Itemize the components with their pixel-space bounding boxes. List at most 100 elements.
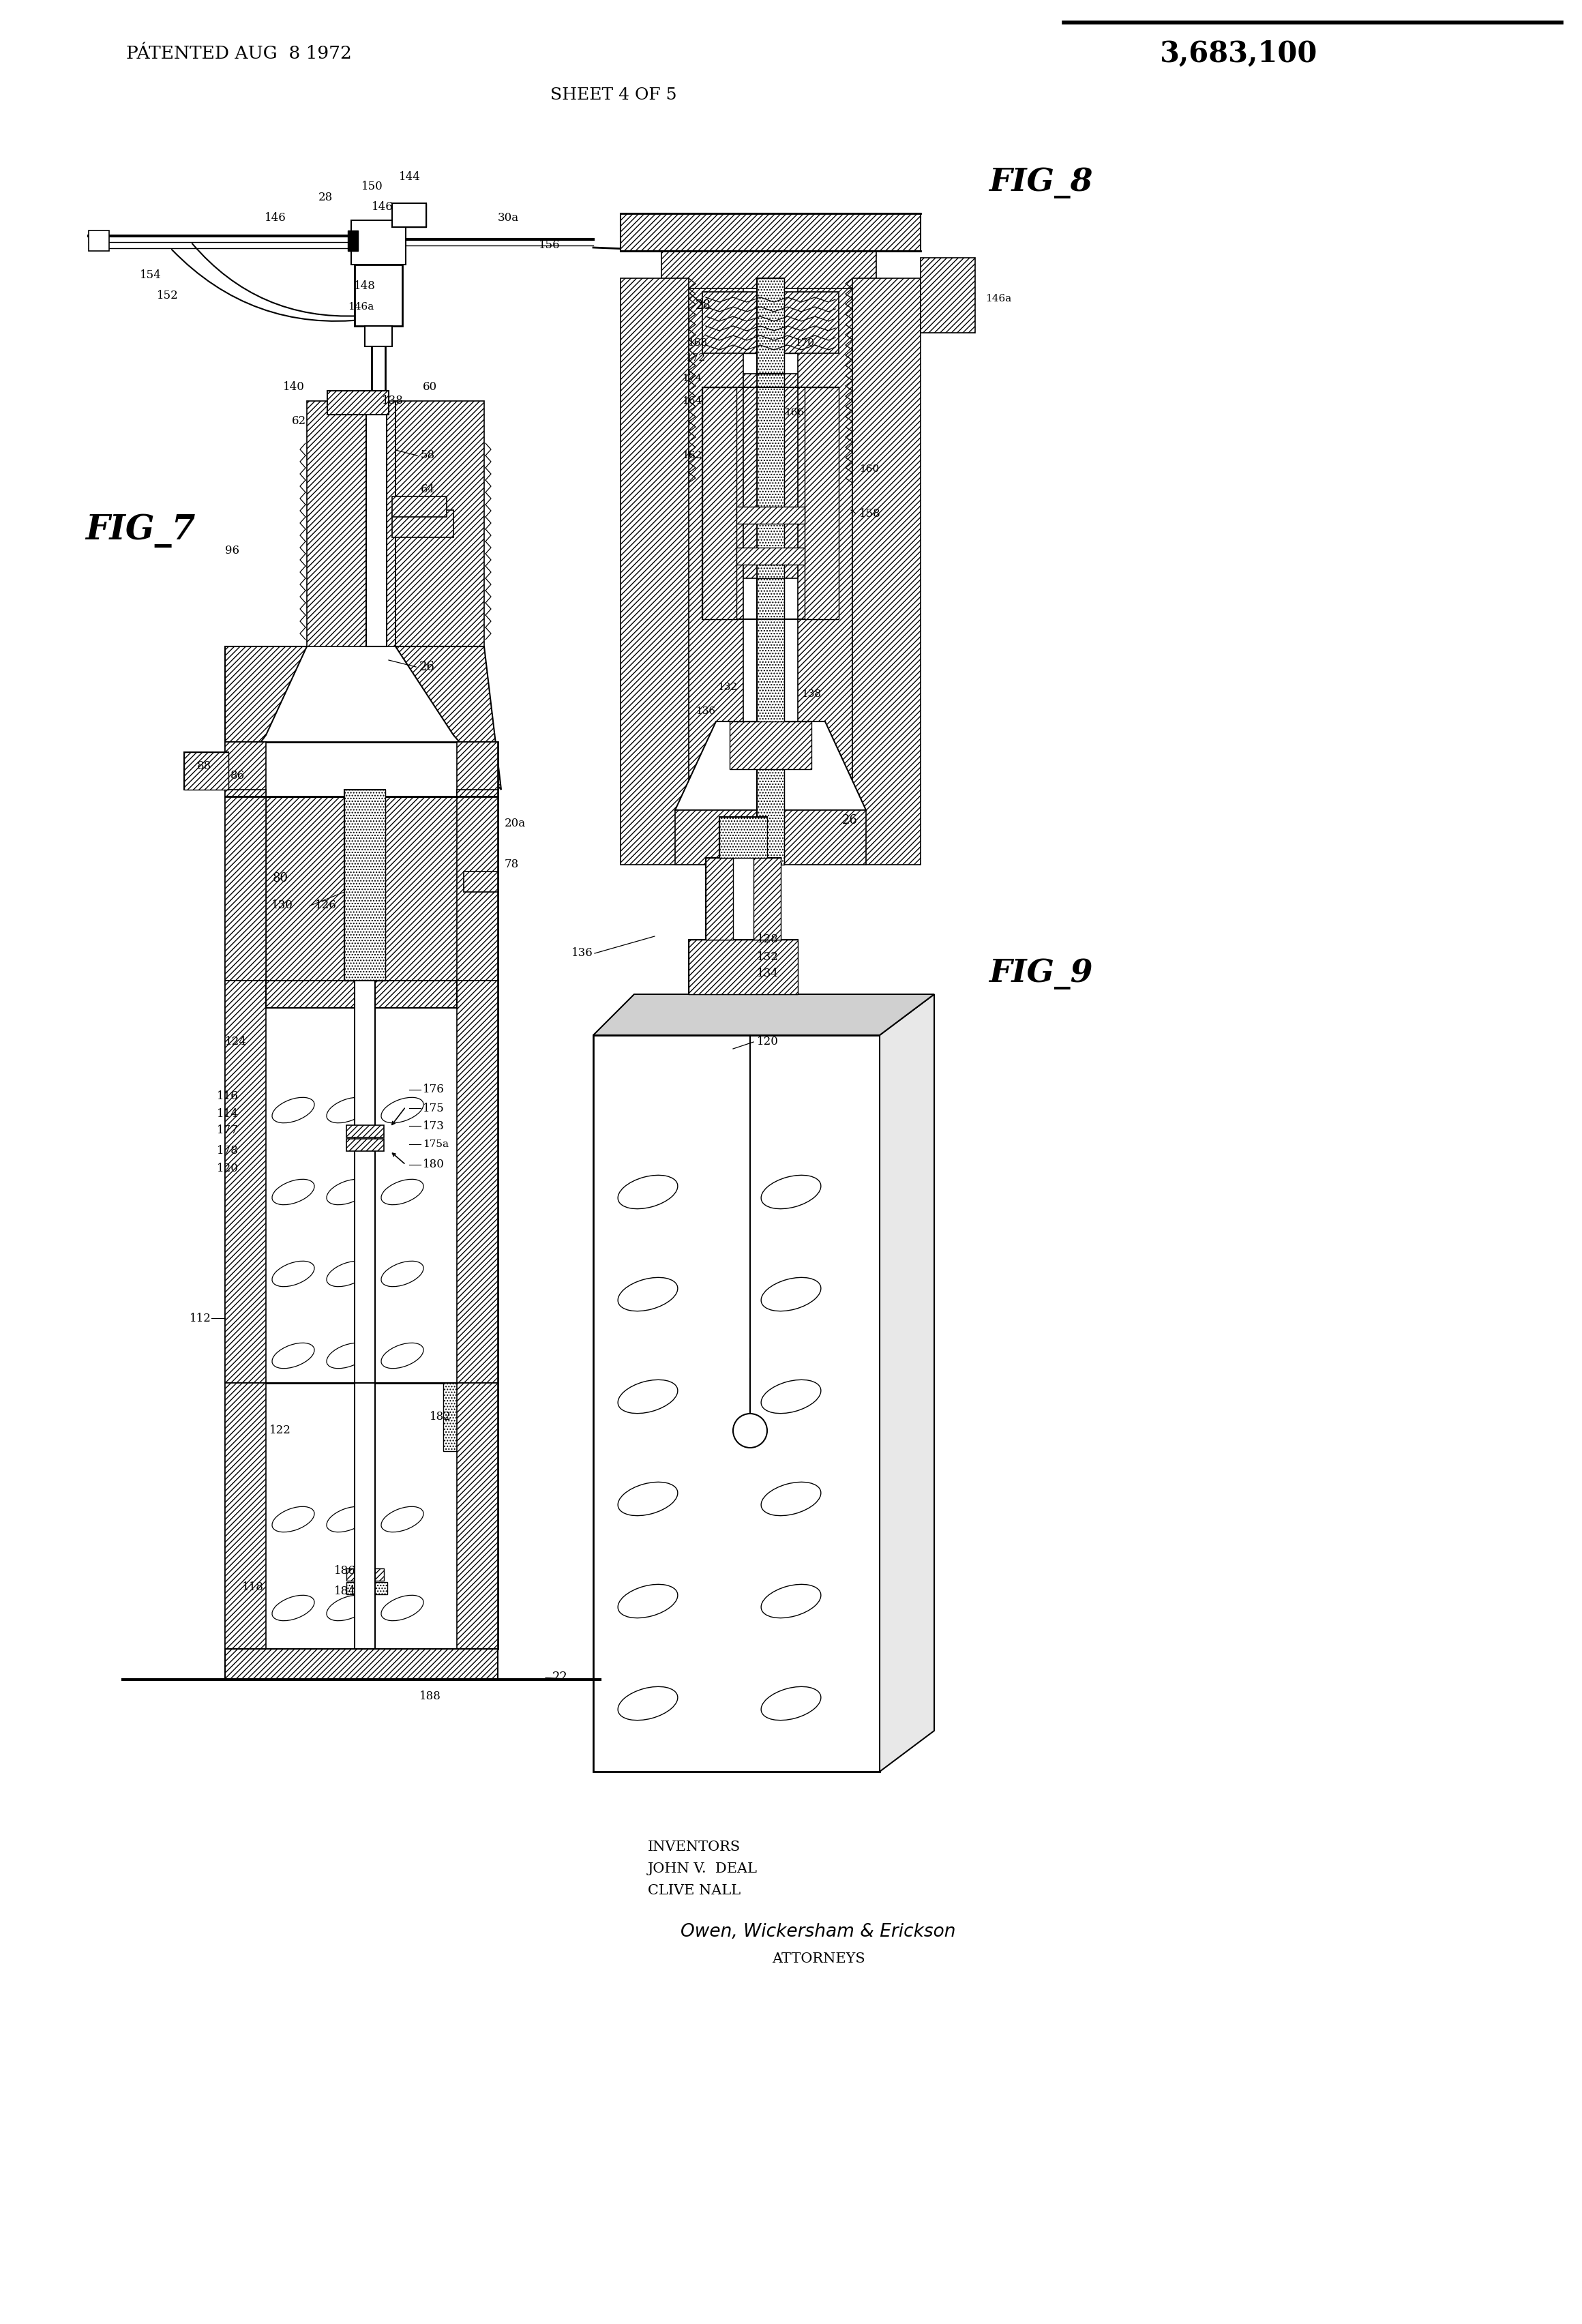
Bar	[620, 279, 688, 865]
Bar	[354, 265, 402, 325]
Bar	[395, 402, 484, 646]
Bar	[706, 858, 732, 939]
Text: 120: 120	[756, 1037, 778, 1048]
Text: 114: 114	[217, 1109, 239, 1120]
Bar	[753, 858, 782, 939]
Bar	[457, 1383, 498, 1650]
Bar	[457, 981, 498, 1383]
Text: FIG_8: FIG_8	[989, 167, 1093, 198]
Bar	[737, 548, 805, 565]
Text: 20a: 20a	[505, 818, 525, 830]
Text: 186: 186	[334, 1564, 356, 1576]
Text: 164: 164	[682, 395, 702, 407]
Bar	[266, 981, 457, 1009]
Text: 168: 168	[687, 339, 707, 349]
Bar	[225, 790, 266, 981]
Bar	[346, 1125, 384, 1136]
Text: 175: 175	[422, 1102, 445, 1113]
Text: 3,683,100: 3,683,100	[1160, 40, 1316, 67]
Bar	[346, 1139, 384, 1150]
Text: 136: 136	[696, 706, 715, 716]
Polygon shape	[880, 995, 935, 1771]
Bar	[744, 293, 797, 353]
Bar	[688, 279, 744, 865]
Bar	[702, 388, 838, 618]
Text: 146a: 146a	[348, 302, 373, 311]
Bar	[720, 818, 767, 858]
Text: 124: 124	[225, 1037, 247, 1048]
Bar	[702, 388, 737, 618]
Text: CLIVE NALL: CLIVE NALL	[647, 1885, 740, 1896]
Text: ATTORNEYS: ATTORNEYS	[772, 1952, 865, 1966]
Bar	[392, 202, 426, 228]
Bar	[593, 1034, 880, 1771]
Bar	[729, 720, 812, 769]
Bar	[702, 293, 838, 353]
Bar	[365, 325, 392, 346]
Text: 28: 28	[696, 300, 712, 311]
Text: 184: 184	[334, 1585, 356, 1597]
Text: 154: 154	[139, 270, 161, 281]
Text: PÁTENTED AUG  8 1972: PÁTENTED AUG 8 1972	[127, 44, 351, 63]
Bar	[225, 741, 498, 797]
Bar	[921, 258, 975, 332]
Text: 146: 146	[264, 211, 286, 223]
Bar	[805, 388, 838, 618]
Text: 182: 182	[430, 1411, 451, 1422]
Bar	[853, 279, 921, 865]
Bar	[688, 939, 797, 995]
Text: 130: 130	[272, 899, 293, 911]
Text: 96: 96	[225, 546, 239, 558]
Text: 126: 126	[315, 899, 337, 911]
Bar	[744, 374, 785, 579]
Bar	[345, 790, 386, 981]
Bar	[737, 507, 805, 523]
Bar	[443, 1383, 498, 1450]
Text: FIG_9: FIG_9	[989, 957, 1093, 990]
Polygon shape	[395, 646, 501, 790]
Text: INVENTORS: INVENTORS	[647, 1841, 740, 1852]
Bar	[392, 497, 446, 516]
Text: 177: 177	[217, 1125, 239, 1136]
Bar	[346, 1569, 384, 1580]
Text: 78: 78	[505, 860, 519, 872]
Text: Owen, Wickersham & Erickson: Owen, Wickersham & Erickson	[680, 1922, 956, 1941]
Bar	[756, 374, 797, 579]
Bar	[620, 214, 921, 251]
Text: 180: 180	[422, 1160, 445, 1171]
Text: 88: 88	[196, 760, 212, 772]
Text: 58: 58	[421, 451, 435, 462]
Text: 172: 172	[685, 353, 706, 363]
Bar	[348, 230, 358, 251]
Text: 134: 134	[756, 969, 778, 981]
Text: 136: 136	[571, 948, 593, 960]
Text: 122: 122	[269, 1425, 291, 1436]
Text: 173: 173	[422, 1120, 445, 1132]
Text: 144: 144	[399, 172, 421, 184]
Text: 116: 116	[217, 1090, 239, 1102]
Text: 160: 160	[859, 465, 880, 474]
Text: 118: 118	[242, 1583, 264, 1594]
Text: 28: 28	[318, 193, 332, 205]
Text: 86: 86	[231, 769, 245, 781]
Text: 22: 22	[552, 1671, 568, 1683]
Bar	[706, 858, 782, 939]
Bar	[225, 1383, 266, 1650]
Text: 60: 60	[422, 381, 437, 393]
Bar	[225, 981, 266, 1383]
Bar	[756, 374, 785, 579]
Text: 152: 152	[157, 290, 179, 302]
Text: 26: 26	[842, 813, 857, 827]
Text: 178: 178	[217, 1146, 239, 1157]
Bar	[797, 279, 853, 865]
Text: 120: 120	[217, 1162, 239, 1174]
Text: 64: 64	[421, 483, 435, 495]
Bar	[225, 1650, 498, 1680]
Text: 174: 174	[682, 374, 702, 383]
Bar	[266, 981, 457, 1009]
Bar	[225, 790, 498, 981]
Bar	[225, 981, 498, 1383]
Text: 156: 156	[539, 239, 560, 251]
Bar	[184, 753, 228, 790]
Text: 150: 150	[361, 181, 383, 193]
